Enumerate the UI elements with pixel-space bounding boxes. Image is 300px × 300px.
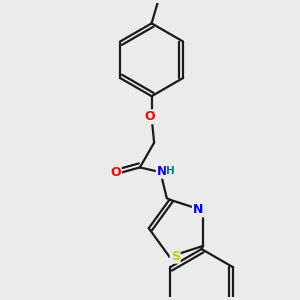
Text: H: H — [166, 166, 175, 176]
Text: O: O — [145, 110, 155, 123]
Text: N: N — [157, 165, 167, 178]
Text: N: N — [193, 203, 203, 216]
Text: O: O — [110, 166, 121, 179]
Text: S: S — [171, 250, 180, 263]
